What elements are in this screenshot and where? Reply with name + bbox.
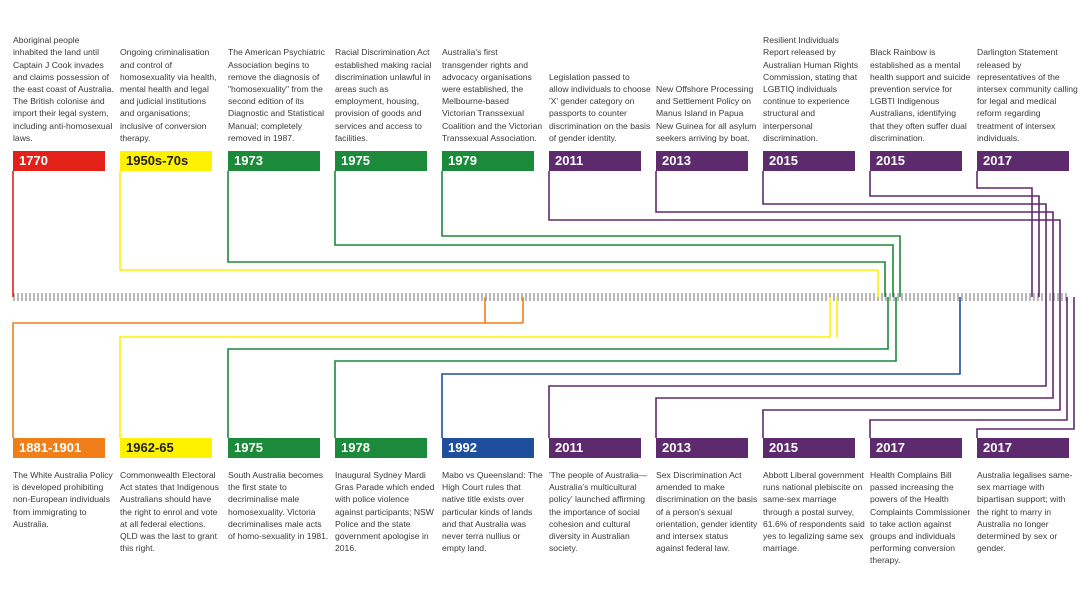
top-event-description: The American Psychiatric Association beg…	[228, 47, 325, 143]
top-year-label: 2017	[977, 151, 1069, 171]
connector-bottom-5	[548, 297, 1047, 438]
connector-top-1	[119, 171, 879, 297]
connector-top-3	[334, 171, 894, 297]
top-year-label: 2013	[656, 151, 748, 171]
top-year-label: 1973	[228, 151, 320, 171]
connector-bottom-6	[655, 297, 1054, 438]
bot-year-label: 1992	[442, 438, 534, 458]
connector-bottom-9	[976, 297, 1075, 438]
bot-event-description: Mabo vs Queensland: The High Court rules…	[442, 470, 543, 554]
top-event-description: Racial Discrimination Act established ma…	[335, 47, 432, 143]
connector-top-9	[976, 171, 1033, 297]
bot-year-label: 2017	[870, 438, 962, 458]
top-event-description: Resilient Individuals Report released by…	[763, 35, 859, 143]
connector-top-5	[548, 171, 1061, 297]
top-year-label: 1979	[442, 151, 534, 171]
bot-year-label: 1881-1901	[13, 438, 105, 458]
connector-top-4	[441, 171, 901, 297]
connector-bottom-4	[441, 297, 961, 438]
top-event-description: Black Rainbow is established as a mental…	[870, 47, 971, 143]
bot-event-description: Health Complains Bill passed increasing …	[870, 470, 971, 566]
top-event-description: Ongoing criminalisation and control of h…	[120, 47, 217, 143]
top-year-label: 2015	[763, 151, 855, 171]
bot-event-description: Abbott Liberal government runs national …	[763, 470, 865, 554]
bot-event-description: Australia legalises same-sex marriage wi…	[977, 470, 1073, 554]
bot-year-label: 2017	[977, 438, 1069, 458]
bot-event-description: Sex Discrimination Act amended to make d…	[656, 470, 758, 554]
connector-top-6	[655, 171, 1054, 297]
top-event-description: Darlington Statement released by represe…	[977, 47, 1078, 143]
connector-top-7	[762, 171, 1047, 297]
connector-bottom-7	[762, 297, 1061, 438]
top-event-description: Australia's first transgender rights and…	[442, 47, 543, 143]
top-year-label: 1770	[13, 151, 105, 171]
connector-bottom-0	[12, 297, 486, 438]
connector-top-8	[869, 171, 1040, 297]
bot-year-label: 2013	[656, 438, 748, 458]
bot-year-label: 1975	[228, 438, 320, 458]
timeline-axis	[13, 293, 1067, 301]
top-year-label: 1975	[335, 151, 427, 171]
bot-year-label: 1962-65	[120, 438, 212, 458]
bot-event-description: 'The people of Australia—Australia's mul…	[549, 470, 648, 554]
top-year-label: 1950s-70s	[120, 151, 212, 171]
bot-year-label: 2011	[549, 438, 641, 458]
bot-event-description: South Australia becomes the first state …	[228, 470, 329, 542]
connector-bottom-3	[334, 297, 897, 438]
connector-bottom-2	[227, 297, 889, 438]
top-event-description: Legislation passed to allow individuals …	[549, 71, 651, 143]
top-year-label: 2011	[549, 151, 641, 171]
connector-bottom-8	[869, 297, 1068, 438]
bot-event-description: The White Australia Policy is developed …	[13, 470, 113, 529]
bot-year-label: 2015	[763, 438, 855, 458]
bot-event-description: Inaugural Sydney Mardi Gras Parade which…	[335, 470, 435, 554]
bot-event-description: Commonwealth Electoral Act states that I…	[120, 470, 219, 554]
top-event-description: Aboriginal people inhabited the land unt…	[13, 35, 114, 143]
top-event-description: New Offshore Processing and Settlement P…	[656, 83, 757, 143]
connector-top-2	[227, 171, 886, 297]
top-year-label: 2015	[870, 151, 962, 171]
bot-year-label: 1978	[335, 438, 427, 458]
connector-bottom-1	[119, 297, 831, 438]
